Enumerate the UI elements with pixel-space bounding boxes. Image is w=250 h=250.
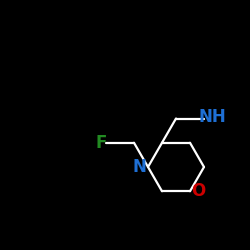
Text: N: N xyxy=(132,158,146,176)
Text: NH: NH xyxy=(198,108,226,126)
Text: F: F xyxy=(95,134,107,152)
Text: O: O xyxy=(191,182,205,200)
